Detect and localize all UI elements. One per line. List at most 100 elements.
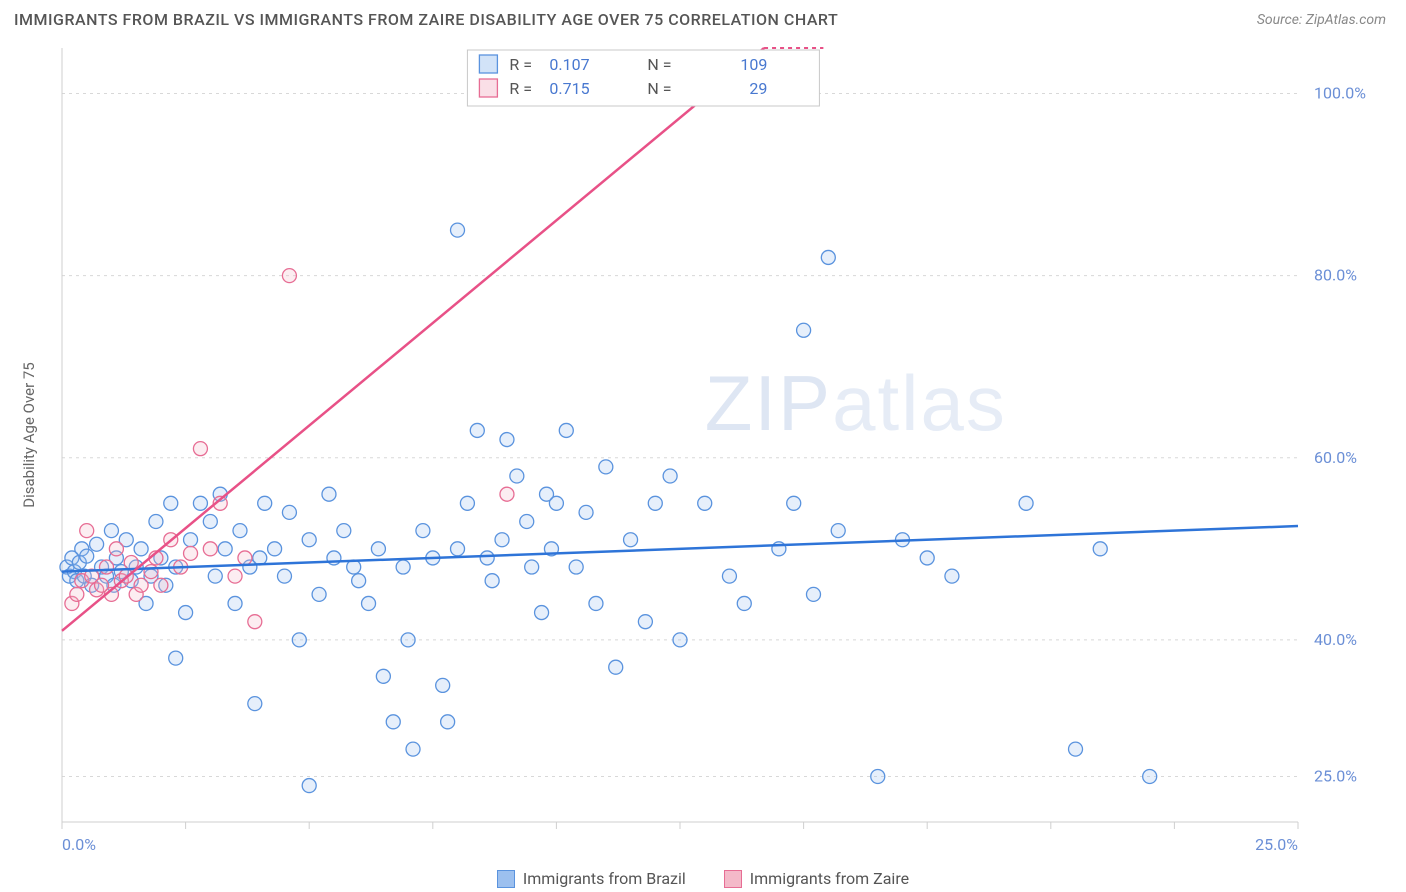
data-point	[238, 551, 252, 565]
data-point	[579, 505, 593, 519]
legend-item-zaire: Immigrants from Zaire	[724, 869, 909, 888]
data-point	[416, 524, 430, 538]
data-point	[559, 423, 573, 437]
data-point	[787, 496, 801, 510]
data-point	[169, 651, 183, 665]
data-point	[945, 569, 959, 583]
data-point	[99, 560, 113, 574]
y-tick-label: 80.0%	[1314, 266, 1357, 285]
data-point	[470, 423, 484, 437]
scatter-chart-svg: 25.0%40.0%60.0%80.0%100.0%0.0%25.0%Disab…	[14, 38, 1392, 868]
data-point	[184, 533, 198, 547]
data-point	[164, 496, 178, 510]
data-point	[134, 542, 148, 556]
data-point	[589, 596, 603, 610]
data-point	[268, 542, 282, 556]
data-point	[609, 660, 623, 674]
legend-item-brazil: Immigrants from Brazil	[497, 869, 686, 888]
data-point	[673, 633, 687, 647]
data-point	[831, 524, 845, 538]
data-point	[371, 542, 385, 556]
data-point	[386, 715, 400, 729]
data-point	[337, 524, 351, 538]
data-point	[149, 515, 163, 529]
source-attribution: Source: ZipAtlas.com	[1257, 12, 1386, 28]
data-point	[495, 533, 509, 547]
data-point	[218, 542, 232, 556]
data-point	[277, 569, 291, 583]
y-tick-label: 100.0%	[1314, 84, 1366, 103]
data-point	[1069, 742, 1083, 756]
data-point	[312, 587, 326, 601]
legend-r-value: 0.107	[549, 55, 589, 74]
legend-r-label: R =	[509, 79, 532, 98]
data-point	[797, 323, 811, 337]
data-point	[871, 769, 885, 783]
data-point	[80, 549, 94, 563]
data-point	[248, 697, 262, 711]
data-point	[549, 496, 563, 510]
data-point	[599, 460, 613, 474]
data-point	[624, 533, 638, 547]
data-point	[184, 546, 198, 560]
legend-swatch-zaire	[724, 870, 742, 888]
legend-swatch	[479, 55, 497, 73]
data-point	[436, 678, 450, 692]
legend-label-brazil: Immigrants from Brazil	[523, 869, 686, 888]
data-point	[233, 524, 247, 538]
data-point	[179, 606, 193, 620]
data-point	[80, 524, 94, 538]
data-point	[70, 587, 84, 601]
data-point	[406, 742, 420, 756]
y-tick-label: 25.0%	[1314, 766, 1357, 785]
data-point	[525, 560, 539, 574]
legend-n-value: 29	[749, 79, 767, 98]
data-point	[500, 433, 514, 447]
data-point	[485, 574, 499, 588]
data-point	[480, 551, 494, 565]
legend-n-label: N =	[647, 79, 671, 98]
data-point	[722, 569, 736, 583]
data-point	[292, 633, 306, 647]
data-point	[663, 469, 677, 483]
legend-r-label: R =	[509, 55, 532, 74]
data-point	[124, 555, 138, 569]
data-point	[737, 596, 751, 610]
data-point	[302, 779, 316, 793]
data-point	[154, 578, 168, 592]
y-tick-label: 60.0%	[1314, 448, 1357, 467]
data-point	[253, 551, 267, 565]
trend-line	[62, 48, 764, 631]
bottom-legend: Immigrants from Brazil Immigrants from Z…	[0, 869, 1406, 892]
trend-line	[62, 526, 1298, 572]
data-point	[451, 542, 465, 556]
data-point	[806, 587, 820, 601]
legend-n-label: N =	[647, 55, 671, 74]
data-point	[638, 615, 652, 629]
data-point	[401, 633, 415, 647]
data-point	[396, 560, 410, 574]
data-point	[248, 615, 262, 629]
data-point	[451, 223, 465, 237]
data-point	[648, 496, 662, 510]
data-point	[193, 442, 207, 456]
legend-swatch	[479, 79, 497, 97]
data-point	[104, 524, 118, 538]
legend-swatch-brazil	[497, 870, 515, 888]
data-point	[1019, 496, 1033, 510]
data-point	[203, 515, 217, 529]
data-point	[535, 606, 549, 620]
x-tick-label: 0.0%	[62, 835, 96, 854]
data-point	[322, 487, 336, 501]
data-point	[1093, 542, 1107, 556]
data-point	[821, 250, 835, 264]
data-point	[282, 505, 296, 519]
data-point	[258, 496, 272, 510]
data-point	[441, 715, 455, 729]
data-point	[510, 469, 524, 483]
legend-label-zaire: Immigrants from Zaire	[750, 869, 909, 888]
legend-n-value: 109	[740, 55, 767, 74]
data-point	[193, 496, 207, 510]
data-point	[500, 487, 514, 501]
x-tick-label: 25.0%	[1255, 835, 1298, 854]
